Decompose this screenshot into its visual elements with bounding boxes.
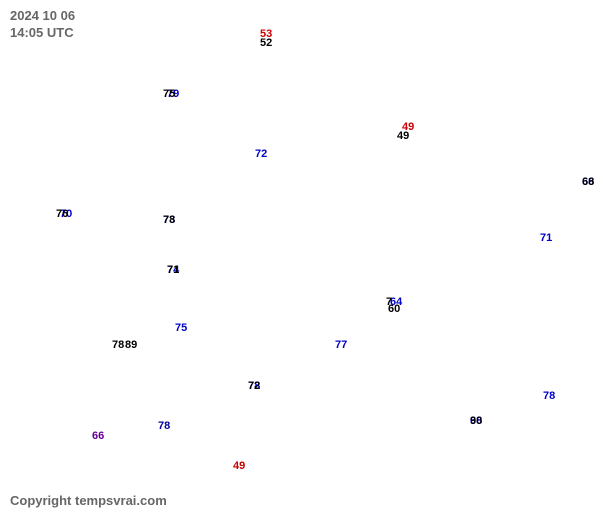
data-point: 76 — [56, 208, 68, 220]
data-point: 7 — [386, 296, 392, 308]
footer-copyright: Copyright tempsvrai.com — [10, 493, 167, 508]
data-point: 71 — [540, 232, 552, 244]
header-time: 14:05 UTC — [10, 25, 75, 42]
data-point: 68 — [582, 176, 594, 188]
data-point: 49 — [397, 130, 409, 142]
header-date: 2024 10 06 — [10, 8, 75, 25]
data-point: 72 — [255, 148, 267, 160]
data-point: 75 — [175, 322, 187, 334]
data-point: 89 — [125, 339, 137, 351]
data-point: 78 — [543, 390, 555, 402]
data-point: 78 — [112, 339, 124, 351]
data-point: 90 — [470, 415, 482, 427]
data-point: 52 — [260, 37, 272, 49]
data-point: 78 — [158, 420, 170, 432]
data-point: 78 — [163, 214, 175, 226]
data-point: 75 — [163, 88, 175, 100]
data-point: 77 — [335, 339, 347, 351]
header: 2024 10 06 14:05 UTC — [10, 8, 75, 42]
data-point: 72 — [248, 380, 260, 392]
data-point: 66 — [92, 430, 104, 442]
data-point: 71 — [167, 264, 179, 276]
data-point: 49 — [233, 460, 245, 472]
